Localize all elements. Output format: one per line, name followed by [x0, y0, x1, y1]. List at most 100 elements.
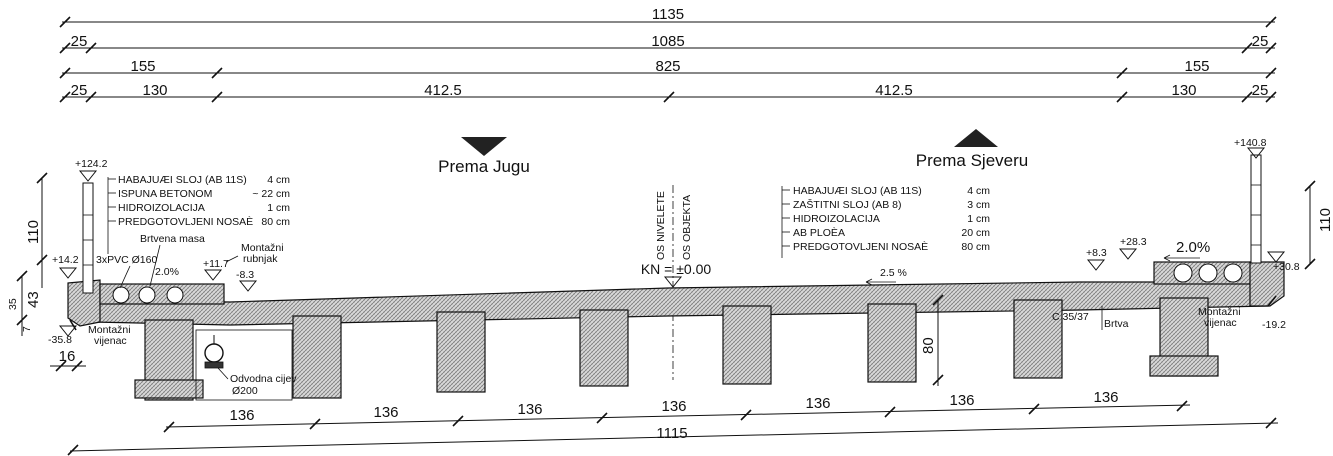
girder-flange-8: [1149, 355, 1219, 377]
label-odvodna-2: Ø200: [232, 385, 258, 397]
dim-left-43: 43: [25, 291, 42, 308]
annotations: 3xPVC Ø160 Brtvena masa Montažni rubnjak…: [88, 233, 1241, 397]
direction-south: Prema Jugu: [438, 137, 530, 176]
layer-right-5-value: 80 cm: [961, 241, 990, 253]
girder-flange-1: [134, 379, 204, 399]
layer-right-4-value: 20 cm: [961, 227, 990, 239]
dim-right-155: 155: [1184, 58, 1209, 75]
dim-left-130: 130: [142, 82, 167, 99]
dim-1085: 1085: [651, 33, 684, 50]
layer-left-3-value: 1 cm: [267, 202, 290, 214]
elev-right-top: +140.8: [1234, 137, 1267, 149]
dim-total-1135: 1135: [652, 6, 684, 23]
layer-left-1-value: 4 cm: [267, 174, 290, 186]
level-icon-right-top: [1246, 147, 1266, 159]
dim-left-16: 16: [59, 348, 76, 365]
right-edge-beam: [1249, 261, 1285, 307]
elev-right-a: +8.3: [1086, 247, 1107, 259]
arrow-down-icon: [461, 137, 507, 156]
layer-right-3-value: 1 cm: [967, 213, 990, 225]
elevation-marks: +124.2 +14.2 -35.8 +11.7 -8.3 +140.8 +8.…: [48, 137, 1300, 346]
label-slope-mid: 2.5 %: [880, 267, 907, 279]
deck-slab: [91, 281, 1269, 326]
level-icon-left-bottom: [58, 325, 78, 337]
dim-girder-80: 80: [920, 337, 937, 354]
dim-left-25b: 25: [71, 82, 88, 99]
drain-pipe: [204, 343, 224, 363]
girder-4: [579, 309, 629, 387]
kn-level-label: KN = ±0.00: [641, 261, 712, 277]
elev-rubnjak-top: +11.7: [203, 258, 229, 270]
layers-right-note: HABAJUÆI SLOJ (AB 11S) 4 cm ZAŠTITNI SLO…: [781, 185, 990, 258]
label-montazni-vijenac-left-2: vijenac: [94, 335, 127, 347]
dim-right-412: 412.5: [875, 82, 913, 99]
dim-right-25b: 25: [1252, 82, 1269, 99]
dim-bottom-1: 136: [229, 407, 254, 424]
layer-left-4-name: PREDGOTOVLJENI NOSAÈ: [118, 215, 253, 228]
girder-5: [722, 305, 772, 385]
layer-left-1-name: HABAJUÆI SLOJ (AB 11S): [118, 174, 247, 186]
level-icon-rubnjak: [203, 269, 223, 281]
dim-right-130: 130: [1171, 82, 1196, 99]
label-montazni-rubnjak-1: Montažni: [241, 242, 284, 254]
label-brtva: Brtva: [1104, 318, 1129, 330]
arrow-up-icon: [954, 129, 998, 147]
bridge-structure: [67, 154, 1285, 401]
elev-right-c: +30.8: [1273, 261, 1300, 273]
label-slope-left: 2.0%: [155, 266, 179, 278]
layer-right-2-name: ZAŠTITNI SLOJ (AB 8): [793, 198, 902, 211]
pvc-pipe-r1: [1173, 263, 1193, 283]
elev-left-curb: +14.2: [52, 254, 79, 266]
side-dimensions: 110 43 35 7 16 110 80: [7, 172, 1333, 386]
drain-clamp: [204, 361, 224, 369]
elev-left-top: +124.2: [75, 158, 108, 170]
layer-right-4-name: AB PLOÈA: [793, 226, 845, 239]
label-pvc: 3xPVC Ø160: [96, 254, 157, 266]
pvc-pipe-3: [166, 286, 184, 304]
dim-bottom-2: 136: [373, 404, 398, 421]
level-icon-right-c: [1266, 251, 1286, 263]
dim-left-155: 155: [130, 58, 155, 75]
layer-right-5-name: PREDGOTOVLJENI NOSAÈ: [793, 240, 928, 253]
label-montazni-rubnjak-2: rubnjak: [243, 253, 278, 265]
label-odvodna-1: Odvodna cijev: [230, 373, 297, 385]
label-montazni-vijenac-left-1: Montažni: [88, 324, 131, 336]
girder-7: [1013, 299, 1063, 379]
elev-right-bottom: -19.2: [1262, 319, 1286, 331]
right-rail-post: [1250, 154, 1262, 264]
pvc-pipe-r3: [1223, 263, 1243, 283]
axis-label-nivelete: OS NIVELETE: [655, 191, 667, 260]
axis-label-objekta: OS OBJEKTA: [681, 195, 693, 260]
dim-left-7: 7: [21, 326, 33, 332]
dim-825: 825: [655, 58, 680, 75]
dim-bottom-7: 136: [1093, 389, 1118, 406]
dim-right-110: 110: [1317, 208, 1333, 232]
girder-6: [867, 303, 917, 383]
direction-south-label: Prema Jugu: [438, 157, 530, 176]
layer-left-3-name: HIDROIZOLACIJA: [118, 202, 205, 214]
layers-left-note: HABAJUÆI SLOJ (AB 11S) 4 cm ISPUNA BETON…: [107, 174, 290, 254]
center-axis: OS NIVELETE OS OBJEKTA KN = ±0.00: [641, 185, 712, 380]
elev-left-bottom: -35.8: [48, 334, 72, 346]
dim-left-412: 412.5: [424, 82, 462, 99]
dim-left-small: 35: [7, 298, 19, 310]
left-rail-post: [82, 182, 94, 294]
label-brtvena-masa: Brtvena masa: [140, 233, 205, 245]
layer-left-2-name: ISPUNA BETONOM: [118, 188, 212, 200]
layer-right-3-name: HIDROIZOLACIJA: [793, 213, 880, 225]
level-icon-left-top: [78, 170, 98, 182]
dim-bottom-5: 136: [805, 395, 830, 412]
dim-bottom-6: 136: [949, 392, 974, 409]
top-dimension-chain: 1135 25 1085 25 155 825 155 25 130 412.5…: [59, 6, 1277, 103]
left-curb-filling: [99, 283, 225, 305]
pvc-pipe-1: [112, 286, 130, 304]
label-montazni-vijenac-right-1: Montažni: [1198, 306, 1241, 318]
girder-3: [436, 311, 486, 393]
label-montazni-vijenac-right-2: vijenac: [1204, 317, 1237, 329]
pvc-pipe-2: [138, 286, 156, 304]
label-slope-right: 2.0%: [1176, 239, 1210, 256]
dim-left-25: 25: [71, 33, 88, 50]
level-triangle-icon: [663, 276, 683, 288]
dim-left-110: 110: [25, 220, 42, 244]
